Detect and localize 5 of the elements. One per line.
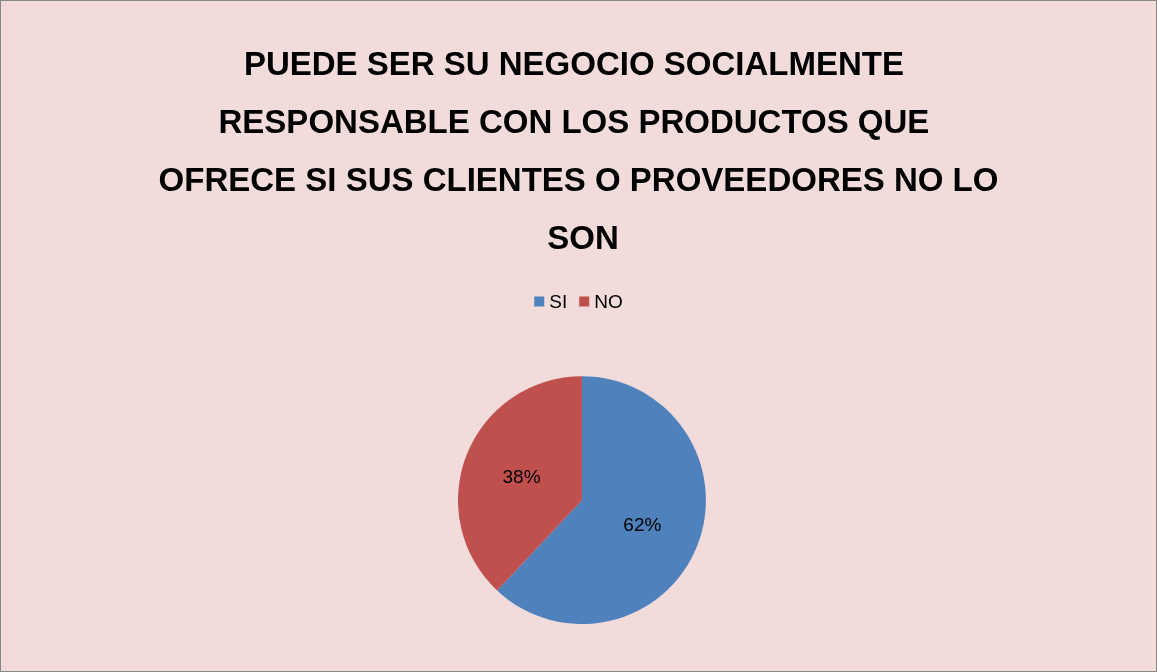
legend-label: SI bbox=[549, 291, 568, 312]
legend-label: NO bbox=[594, 291, 623, 312]
data-label: 62% bbox=[623, 513, 662, 535]
chart-title: PUEDE SER SU NEGOCIO SOCIALMENTE RESPONSABLE CON LOS PRODUCTOS QUE OFRECE SI SUS CLIENTES O PROVEEDORES NO LO SON bbox=[158, 44, 999, 256]
data-label: 38% bbox=[502, 465, 541, 487]
